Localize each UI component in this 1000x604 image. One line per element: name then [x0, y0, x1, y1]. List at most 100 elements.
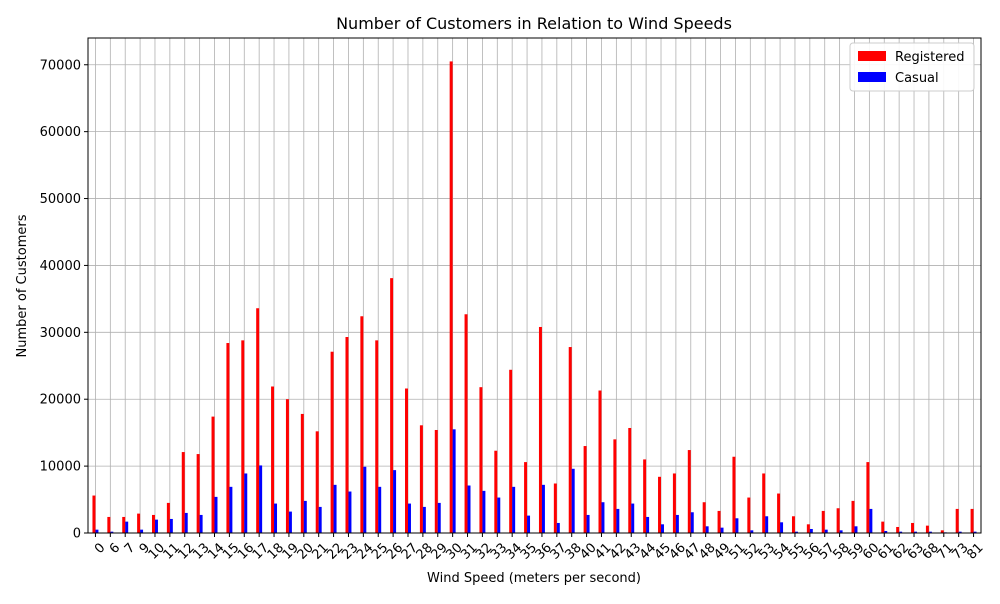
- bar-casual: [586, 514, 590, 533]
- bar-registered: [896, 526, 900, 533]
- bar-registered: [940, 530, 944, 533]
- bar-casual: [318, 506, 322, 533]
- x-tick-label: 0: [92, 540, 108, 556]
- bar-casual: [675, 514, 679, 533]
- bar-registered: [568, 347, 572, 533]
- bar-casual: [363, 466, 367, 533]
- bar-casual: [125, 521, 129, 533]
- bar-casual: [735, 518, 739, 533]
- bar-registered: [553, 483, 557, 533]
- bar-registered: [360, 316, 364, 533]
- bar-casual: [229, 486, 233, 533]
- bar-registered: [151, 514, 155, 533]
- bar-casual: [393, 470, 397, 533]
- bar-registered: [925, 525, 929, 533]
- bar-registered: [911, 522, 915, 533]
- bar-casual: [958, 531, 962, 533]
- x-tick-label: 81: [964, 540, 986, 562]
- bar-casual: [259, 465, 263, 533]
- bar-casual: [452, 429, 456, 533]
- legend: Registered Casual: [849, 42, 975, 92]
- bar-casual: [154, 519, 158, 533]
- bars: [92, 61, 977, 533]
- bar-casual: [824, 529, 828, 533]
- bar-registered: [732, 456, 736, 533]
- bar-casual: [809, 528, 813, 533]
- bar-registered: [137, 513, 141, 533]
- bar-registered: [107, 516, 111, 533]
- bar-registered: [538, 326, 542, 533]
- bar-registered: [806, 524, 810, 533]
- bar-casual: [884, 530, 888, 533]
- bar-registered: [687, 450, 691, 533]
- bar-registered: [434, 429, 438, 533]
- bar-registered: [390, 278, 394, 533]
- bar-registered: [717, 510, 721, 533]
- bar-registered: [672, 473, 676, 533]
- bar-registered: [330, 351, 334, 533]
- axes: 0100002000030000400005000060000700000679…: [40, 37, 987, 563]
- bar-registered: [211, 416, 215, 533]
- bar-registered: [658, 476, 662, 533]
- bar-casual: [140, 529, 144, 533]
- grid-lines: [88, 38, 981, 534]
- bar-registered: [315, 431, 319, 533]
- y-tick-label: 20000: [40, 393, 81, 408]
- bar-casual: [303, 500, 307, 533]
- plot-frame: [87, 37, 982, 534]
- bar-registered: [464, 314, 468, 533]
- bar-registered: [509, 369, 513, 533]
- bar-registered: [598, 390, 602, 533]
- bar-registered: [866, 462, 870, 533]
- bar-casual: [437, 502, 441, 533]
- legend-label-registered: Registered: [895, 50, 965, 65]
- bar-registered: [375, 340, 379, 533]
- bar-registered: [181, 452, 185, 533]
- bar-registered: [628, 427, 632, 533]
- bar-registered: [166, 502, 170, 533]
- bar-casual: [601, 502, 605, 533]
- bar-registered: [345, 337, 349, 533]
- bar-registered: [970, 508, 974, 533]
- bar-casual: [556, 522, 560, 533]
- bar-casual: [199, 514, 203, 533]
- bar-registered: [196, 454, 200, 533]
- bar-casual: [541, 484, 545, 533]
- bar-casual: [928, 531, 932, 533]
- bar-casual: [333, 484, 337, 533]
- bar-casual: [661, 524, 664, 533]
- y-axis-label: Number of Customers: [15, 214, 30, 357]
- bar-casual: [750, 530, 754, 533]
- bar-registered: [494, 450, 498, 533]
- bar-casual: [422, 506, 426, 533]
- bar-registered: [821, 510, 825, 533]
- bar-registered: [405, 388, 408, 533]
- bar-casual: [274, 503, 278, 533]
- y-tick-label: 30000: [40, 326, 81, 341]
- bar-registered: [777, 493, 781, 533]
- bar-registered: [702, 502, 706, 533]
- bar-casual: [512, 486, 516, 533]
- bar-casual: [482, 490, 486, 533]
- bar-registered: [762, 473, 766, 533]
- bar-registered: [643, 459, 647, 533]
- bar-casual: [95, 529, 99, 533]
- y-tick-label: 70000: [40, 58, 81, 73]
- bar-registered: [271, 386, 275, 533]
- legend-label-casual: Casual: [895, 71, 939, 86]
- bar-casual: [169, 518, 173, 533]
- bar-casual: [244, 473, 248, 533]
- bar-casual: [407, 503, 411, 533]
- bar-casual: [854, 526, 858, 533]
- y-tick-label: 50000: [40, 192, 81, 207]
- bar-casual: [720, 527, 724, 533]
- bar-registered: [479, 387, 483, 533]
- bar-casual: [869, 508, 873, 533]
- bar-casual: [527, 515, 531, 533]
- bar-casual: [110, 531, 114, 533]
- bar-casual: [646, 516, 650, 533]
- y-tick-label: 10000: [40, 460, 81, 475]
- bar-casual: [705, 526, 709, 533]
